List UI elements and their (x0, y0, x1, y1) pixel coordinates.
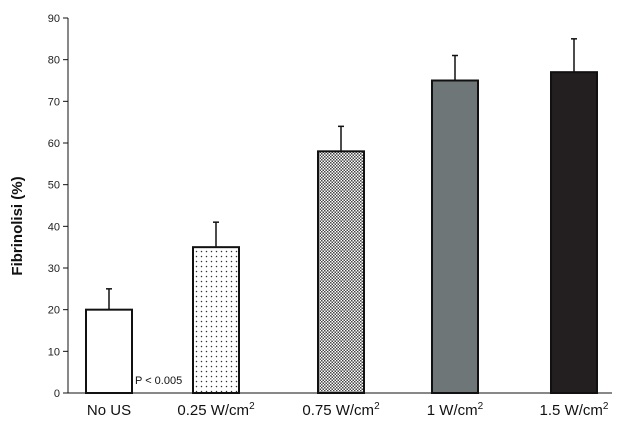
y-tick-label: 40 (48, 221, 60, 233)
y-tick-label: 0 (54, 388, 60, 400)
x-tick-label-superscript: 2 (603, 401, 609, 412)
x-tick-label-text: 1 W/cm (427, 402, 478, 419)
y-axis-label: Fibrinolisi (%) (9, 176, 26, 275)
significance-annotation: P < 0.005 (135, 375, 182, 387)
bar (431, 79, 479, 394)
y-tick-label: 10 (48, 346, 60, 358)
x-tick-label: 1 W/cm2 (427, 401, 484, 419)
x-tick-label: 0.25 W/cm2 (177, 401, 255, 419)
x-tick-label-text: 0.25 W/cm (177, 402, 249, 419)
x-tick-label-text: No US (87, 402, 131, 419)
x-tick-label: 0.75 W/cm2 (302, 401, 380, 419)
y-ticks: 0 10 20 30 40 50 60 70 80 90 (48, 13, 68, 400)
x-tick-label-superscript: 2 (249, 401, 255, 412)
bars (85, 38, 598, 395)
y-tick-label: 50 (48, 180, 60, 192)
bar (85, 308, 133, 394)
x-tick-label: No US (87, 402, 131, 419)
bar (192, 246, 240, 394)
y-tick-label: 90 (48, 13, 60, 25)
x-tick-label: 1.5 W/cm2 (540, 401, 609, 419)
x-tick-label-superscript: 2 (374, 401, 380, 412)
bar (317, 150, 365, 394)
bar (550, 71, 598, 395)
x-tick-label-superscript: 2 (478, 401, 484, 412)
x-tick-labels: No US 0.25 W/cm2 0.75 W/cm2 1 W/cm2 1.5 W/cm… (87, 401, 609, 419)
x-tick-label-text: 0.75 W/cm (302, 402, 374, 419)
y-tick-label: 20 (48, 305, 60, 317)
x-tick-label-text: 1.5 W/cm (540, 402, 603, 419)
y-tick-label: 60 (48, 138, 60, 150)
y-tick-label: 70 (48, 96, 60, 108)
y-tick-label: 80 (48, 55, 60, 67)
y-tick-label: 30 (48, 263, 60, 275)
